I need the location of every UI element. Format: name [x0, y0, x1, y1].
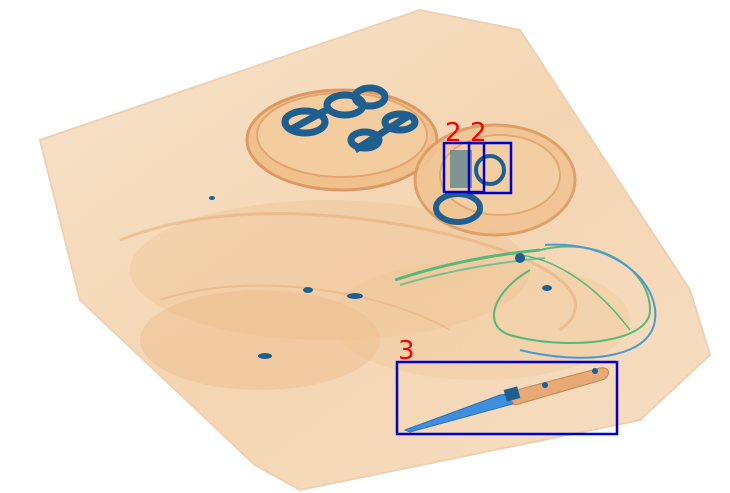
cables: [394, 243, 657, 359]
bag-body: [38, 8, 712, 492]
round-container: [245, 88, 439, 192]
detection-box-3: [395, 360, 619, 436]
detection-box-2: [467, 141, 513, 195]
detections: 2 2 3: [395, 118, 619, 436]
small-metal-items: [209, 196, 552, 359]
detection-label-2: 2: [470, 118, 487, 148]
detection-label-1: 2: [445, 118, 462, 148]
detection-label-3: 3: [398, 336, 415, 366]
knife: [403, 367, 609, 433]
detection-box-1: [442, 141, 486, 194]
scissor-handles: [281, 84, 419, 153]
metal-ring: [433, 150, 506, 225]
